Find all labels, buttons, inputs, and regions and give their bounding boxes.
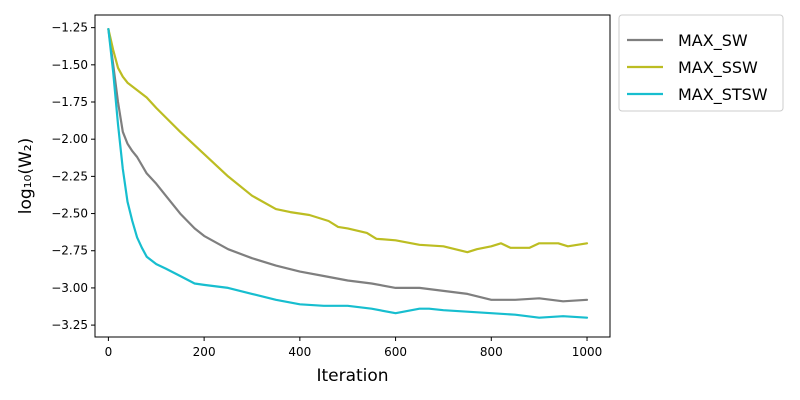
legend: MAX_SW MAX_SSW MAX_STSW (618, 14, 784, 112)
series-line-max-stsw (107, 28, 589, 319)
y-tick-label: −3.00 (51, 281, 88, 295)
y-tick-label: −2.25 (51, 169, 88, 183)
y-axis-ticks: −1.25 −1.50 −1.75 −2.00 −2.25 −2.50 −2.75 −3.00… (51, 21, 95, 332)
x-axis-title: Iteration (316, 366, 388, 386)
x-tick-label: 800 (480, 345, 503, 359)
y-tick-label: −3.25 (51, 318, 88, 332)
y-tick-label: −1.50 (51, 58, 88, 72)
y-tick-label: −1.75 (51, 95, 88, 109)
x-tick-label: 200 (193, 345, 216, 359)
x-axis-ticks: 0 200 400 600 800 1000 (105, 337, 603, 359)
legend-label: MAX_STSW (678, 85, 768, 105)
series-line-max-sw (107, 28, 589, 303)
y-tick-label: −2.50 (51, 207, 88, 221)
y-tick-label: −1.25 (51, 21, 88, 35)
x-tick-label: 400 (288, 345, 311, 359)
x-tick-label: 600 (384, 345, 407, 359)
legend-label: MAX_SW (678, 31, 748, 51)
y-axis-title: log₁₀(W₂) (16, 138, 36, 214)
x-tick-label: 1000 (572, 345, 603, 359)
plot-frame (94, 14, 611, 338)
x-tick-label: 0 (105, 345, 113, 359)
legend-label: MAX_SSW (678, 58, 758, 78)
series-line-max-ssw (107, 28, 589, 254)
y-tick-label: −2.00 (51, 132, 88, 146)
plot-lines (107, 28, 589, 319)
y-tick-label: −2.75 (51, 244, 88, 258)
